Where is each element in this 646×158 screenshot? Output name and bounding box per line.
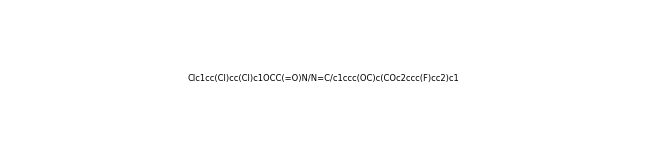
Text: Clc1cc(Cl)cc(Cl)c1OCC(=O)N/N=C/c1ccc(OC)c(COc2ccc(F)cc2)c1: Clc1cc(Cl)cc(Cl)c1OCC(=O)N/N=C/c1ccc(OC)…: [187, 75, 459, 83]
